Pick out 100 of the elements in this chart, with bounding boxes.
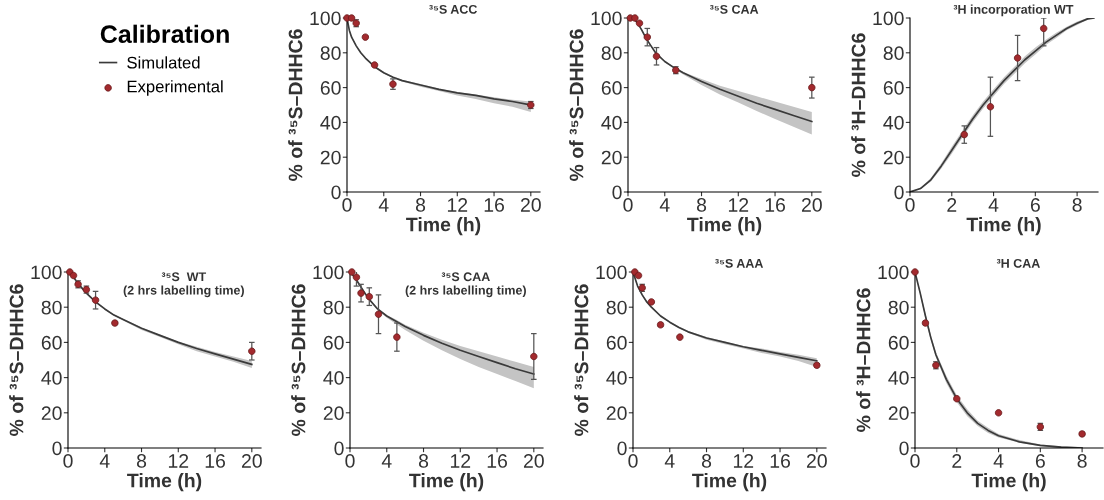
x-tick-label: 8 [136,454,147,468]
y-tick-label: 40 [320,115,341,130]
y-tick-label: 0 [899,441,909,456]
y-tick-label: 0 [617,441,627,456]
x-tick-label: 12 [728,198,749,212]
y-tick-label: 60 [888,335,909,350]
legend-label: Simulated [127,56,200,69]
x-tick-label: 4 [659,198,670,212]
text: ³⁵S CAA (2 hrs labelling time) [405,272,526,298]
y-tick-label: 40 [606,371,627,385]
y-axis-title: % of ³H–DHHC6 [856,288,871,432]
x-tick-label: 4 [664,454,675,468]
legend-title: Calibration [100,24,229,44]
y-tick-label: 40 [883,115,904,130]
y-axis-title: % of ³⁵S–DHHC6 [291,284,306,436]
x-tick-label: 20 [806,454,827,468]
y-tick-label: 0 [331,185,341,200]
x-tick-label: 6 [1030,198,1040,212]
text: ³⁵S WT (2 hrs labelling time) [123,272,244,298]
y-tick-label: 20 [888,406,909,421]
x-tick-label: 8 [1077,454,1087,468]
y-axis-title: % of ³⁵S–DHHC6 [569,29,584,181]
x-tick-label: 16 [487,454,508,468]
chart-title: ³⁵S CAA [709,4,759,14]
x-tick-label: 16 [770,454,791,468]
x-axis-title: Time (h) [692,473,767,492]
y-axis-title: % of ³⁵S–DHHC6 [9,284,24,436]
x-axis-title: Time (h) [966,217,1041,236]
y-tick-label: 60 [320,81,341,95]
y-tick-label: 0 [894,185,904,200]
x-tick-label: 20 [520,198,541,212]
y-tick-label: 60 [41,335,62,350]
chart-title: ³⁵S AAA [715,258,764,268]
y-tick-label: 40 [601,115,622,130]
x-tick-label: 0 [345,454,355,468]
y-axis-title: % of ³⁵S–DHHC6 [288,29,303,181]
y-tick-label: 60 [323,335,344,350]
x-tick-label: 8 [696,198,707,212]
x-tick-label: 4 [993,454,1004,468]
chart-title: ³⁵S ACC [429,4,478,14]
x-tick-label: 16 [765,198,786,212]
y-tick-label: 20 [601,150,622,165]
x-axis-title: Time (h) [687,217,762,236]
y-tick-label: 40 [41,371,62,385]
y-tick-label: 0 [612,185,622,200]
chart-title: ³H incorporation WT [953,4,1074,17]
x-tick-label: 20 [523,454,544,468]
x-tick-label: 6 [1035,454,1045,468]
x-tick-label: 4 [988,198,999,212]
y-tick-label: 0 [52,441,62,456]
x-tick-label: 4 [99,454,110,468]
x-tick-label: 12 [168,454,189,468]
y-tick-label: 20 [883,150,904,165]
x-axis-title: Time (h) [971,473,1046,492]
y-tick-label: 80 [883,46,904,61]
y-tick-label: 40 [888,371,909,385]
x-tick-label: 12 [733,454,754,468]
y-tick-label: 0 [334,441,344,456]
x-tick-label: 2 [947,198,957,212]
y-tick-label: 100 [596,265,627,280]
y-axis-title: % of ³⁵S–DHHC6 [574,284,589,436]
y-tick-label: 100 [313,265,344,280]
y-tick-label: 80 [888,300,909,315]
x-tick-label: 0 [910,454,920,468]
y-tick-label: 80 [320,46,341,61]
y-tick-label: 20 [606,406,627,421]
y-tick-label: 20 [323,406,344,421]
y-tick-label: 80 [323,300,344,315]
chart-title: ³H CAA [996,258,1040,268]
y-tick-label: 20 [41,406,62,421]
x-tick-label: 20 [801,198,822,212]
x-tick-label: 12 [450,454,471,468]
y-tick-label: 100 [591,11,622,26]
y-tick-label: 80 [606,300,627,315]
x-tick-label: 16 [484,198,505,212]
y-tick-label: 60 [606,335,627,350]
x-axis-title: Time (h) [406,217,481,236]
y-tick-label: 100 [31,265,62,280]
x-tick-label: 2 [952,454,962,468]
x-axis-title: Time (h) [409,473,484,492]
x-tick-label: 8 [701,454,712,468]
x-tick-label: 8 [415,198,426,212]
y-tick-label: 60 [883,81,904,95]
y-tick-label: 100 [873,11,904,26]
x-tick-label: 8 [418,454,429,468]
y-tick-label: 60 [601,81,622,95]
y-tick-label: 80 [41,300,62,315]
y-axis-title: % of ³H–DHHC6 [851,33,866,177]
x-tick-label: 8 [1072,198,1082,212]
x-tick-label: 20 [241,454,262,468]
y-tick-label: 80 [601,46,622,61]
x-axis-title: Time (h) [127,473,202,492]
x-tick-label: 4 [381,454,392,468]
x-tick-label: 0 [63,454,73,468]
y-tick-label: 20 [320,150,341,165]
x-tick-label: 16 [205,454,226,468]
y-tick-label: 100 [310,11,341,26]
y-tick-label: 40 [323,371,344,385]
x-tick-label: 4 [378,198,389,212]
x-tick-label: 0 [628,454,638,468]
